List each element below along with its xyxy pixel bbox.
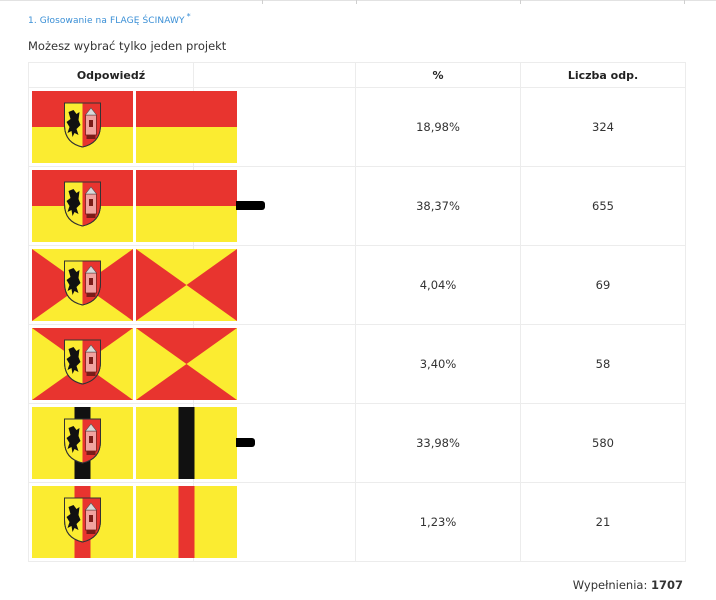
answer-flag-designs [28, 166, 237, 246]
top-divider-tick [684, 0, 685, 4]
result-percent: 38,37% [355, 166, 521, 246]
top-divider [0, 0, 716, 4]
result-bar-cell [193, 166, 356, 246]
question-title-text: 1. Głosowanie na FLAGĘ ŚCINAWY [28, 16, 185, 26]
responses-total-value: 1707 [650, 578, 683, 592]
result-row: 18,98% 324 [28, 87, 686, 167]
responses-total: Wypełnienia: 1707 [573, 578, 683, 592]
results-header-row: Odpowiedź % Liczba odp. [28, 62, 686, 88]
result-bar-cell [193, 403, 356, 483]
question-title: 1. Głosowanie na FLAGĘ ŚCINAWY * [28, 12, 191, 26]
result-count: 655 [520, 166, 686, 246]
result-count: 69 [520, 245, 686, 325]
result-count: 58 [520, 324, 686, 404]
result-percent: 3,40% [355, 324, 521, 404]
required-mark: * [186, 12, 191, 21]
flag-design-image [32, 328, 237, 400]
answer-flag-designs [28, 324, 237, 404]
result-row: 4,04% 69 [28, 245, 686, 325]
responses-total-label: Wypełnienia: [572, 578, 648, 592]
question-instruction: Możesz wybrać tylko jeden projekt [28, 39, 227, 53]
top-divider-tick [262, 0, 263, 4]
result-bar-cell [193, 482, 356, 562]
result-count: 580 [520, 403, 686, 483]
result-row: 1,23% 21 [28, 482, 686, 562]
answer-flag-designs [28, 403, 237, 483]
result-row: 3,40% 58 [28, 324, 686, 404]
flag-with-coat-of-arms [32, 486, 133, 558]
result-percent: 18,98% [355, 87, 521, 167]
flag-with-coat-of-arms [32, 249, 133, 321]
result-count: 324 [520, 87, 686, 167]
results-table: Odpowiedź % Liczba odp. 18,98% 324 38,37%… [28, 62, 686, 562]
header-count: Liczba odp. [520, 62, 686, 88]
result-row: 33,98% 580 [28, 403, 686, 483]
answer-flag-designs [28, 87, 237, 167]
result-bar [236, 438, 255, 447]
result-percent: 1,23% [355, 482, 521, 562]
top-divider-tick [356, 0, 357, 4]
result-bar [236, 201, 265, 210]
flag-with-coat-of-arms [32, 328, 133, 400]
header-bar [193, 62, 356, 88]
header-answer: Odpowiedź [28, 62, 194, 88]
result-bar-cell [193, 245, 356, 325]
result-row: 38,37% 655 [28, 166, 686, 246]
result-bar-cell [193, 87, 356, 167]
flag-with-coat-of-arms [32, 170, 133, 242]
answer-flag-designs [28, 482, 237, 562]
top-divider-tick [520, 0, 521, 4]
flag-with-coat-of-arms [32, 407, 133, 479]
result-bar-cell [193, 324, 356, 404]
result-percent: 33,98% [355, 403, 521, 483]
result-count: 21 [520, 482, 686, 562]
flag-with-coat-of-arms [32, 91, 133, 163]
result-percent: 4,04% [355, 245, 521, 325]
answer-flag-designs [28, 245, 237, 325]
header-percent: % [355, 62, 521, 88]
